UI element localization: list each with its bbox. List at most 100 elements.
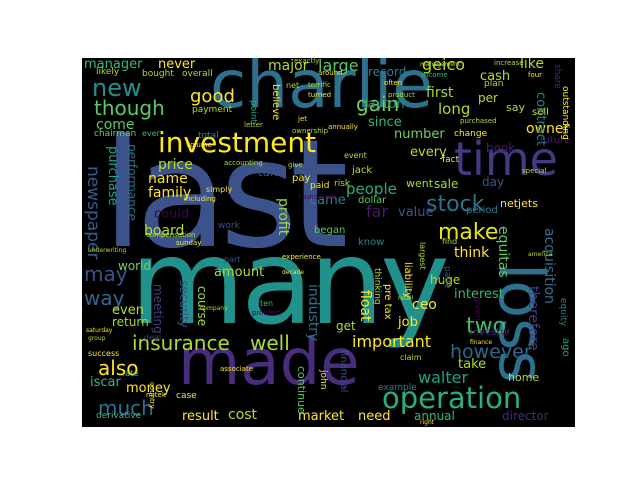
word-finance: finance <box>470 339 493 346</box>
word-layton: layton <box>364 97 405 112</box>
word-could: could <box>154 207 190 222</box>
word-period: period <box>466 205 498 216</box>
word-people: people <box>346 180 397 198</box>
word-equitas: equitas <box>495 226 511 278</box>
word-tax: tax <box>258 165 278 179</box>
word-give: give <box>288 161 303 169</box>
word-product: product <box>388 91 415 99</box>
word-profit: profit <box>275 198 291 236</box>
word-pay: pay <box>292 173 311 184</box>
word-annual: annual <box>414 409 455 423</box>
word-equity: equity <box>558 298 568 327</box>
word-ceo: ceo <box>412 297 437 313</box>
word-last: last <box>102 108 349 282</box>
word-given: given <box>472 296 482 321</box>
word-large: large <box>318 58 359 75</box>
word-huge: huge <box>430 273 461 287</box>
word-turned: turned <box>308 91 332 99</box>
word-market: market <box>298 409 345 424</box>
word-insurance: insurance <box>132 331 230 355</box>
word-course: course <box>195 286 209 327</box>
word-netjets: netjets <box>500 197 538 210</box>
word-charlie: charlie <box>210 58 433 123</box>
word-began: began <box>314 225 346 236</box>
word-country: country <box>148 382 156 409</box>
word-geico: geico <box>422 58 466 74</box>
word-make: make <box>438 220 499 245</box>
word-ownership: ownership <box>292 127 329 135</box>
word-may: may <box>84 262 128 286</box>
word-likely: likely <box>96 67 120 77</box>
word-number: number <box>394 127 445 142</box>
word-sell: sell <box>532 107 549 118</box>
word-mitek: mitek <box>146 391 166 399</box>
word-amount: amount <box>214 265 265 280</box>
word-take: take <box>458 357 487 372</box>
word-sale: sale <box>434 177 459 191</box>
word-company: company <box>200 305 228 312</box>
word-special: special <box>522 167 547 175</box>
word-accounting: accounting <box>224 159 263 167</box>
word-well: well <box>250 331 290 355</box>
word-deal: deal <box>144 333 162 342</box>
word-payment: payment <box>192 105 233 115</box>
word-cost: cost <box>228 407 258 423</box>
word-owner: owner <box>526 121 570 137</box>
word-float: float <box>357 290 373 322</box>
word-per: per <box>478 91 498 105</box>
word-however: however <box>450 341 532 363</box>
word-page: page <box>442 266 452 289</box>
word-management: management <box>420 61 461 68</box>
word-retail: retail <box>398 295 414 302</box>
word-change: change <box>454 129 488 139</box>
word-outstanding: outstanding <box>560 86 570 140</box>
word-newspaper: newspaper <box>83 166 103 260</box>
word-ever: ever <box>142 129 160 138</box>
word-come: come <box>96 117 135 133</box>
word-home: home <box>508 371 540 384</box>
word-though: though <box>94 96 165 120</box>
word-often: often <box>384 79 403 87</box>
word-jet: jet <box>298 115 307 123</box>
word-stock: stock <box>426 192 485 217</box>
word-board: board <box>144 223 185 239</box>
word-plan: plan <box>484 79 504 89</box>
word-never: never <box>158 58 196 72</box>
word-job: job <box>398 315 418 330</box>
word-result: result <box>182 409 219 424</box>
word-share: share <box>552 64 562 89</box>
word-investment: investment <box>158 126 317 159</box>
word-john: john <box>318 370 328 390</box>
word-work: work <box>218 221 240 231</box>
word-name: name <box>148 171 188 187</box>
word-good: good <box>190 86 235 107</box>
word-success: success <box>88 349 120 358</box>
word-four: four <box>528 71 543 79</box>
word-iscar: iscar <box>90 375 121 390</box>
word-book: book <box>486 141 516 155</box>
word-security: security <box>177 280 191 328</box>
word-say: say <box>506 101 525 114</box>
word-part: part <box>224 255 241 264</box>
word-acquisition: acquisition <box>541 228 557 304</box>
word-terrific: terrific <box>308 81 331 89</box>
word-event: event <box>344 151 367 160</box>
word-need: need <box>358 409 391 424</box>
word-chairman: chairman <box>94 129 137 139</box>
word-find: find <box>442 237 458 246</box>
word-came: came <box>310 193 346 208</box>
word-liability: liability <box>402 262 413 299</box>
word-like: like <box>520 58 545 72</box>
word-price: price <box>158 157 193 173</box>
word-saturday: saturday <box>86 327 113 334</box>
word-underwriting: underwriting <box>88 247 127 254</box>
word-sunday: sunday <box>176 239 202 247</box>
word-foundation: foundation <box>298 193 336 201</box>
word-net: net <box>286 81 300 90</box>
word-since: since <box>368 115 402 130</box>
word-also: also <box>98 356 139 380</box>
word-letter: letter <box>244 121 263 129</box>
word-point: point <box>248 100 258 123</box>
word-income: income <box>422 71 448 79</box>
word-record: record <box>368 65 407 79</box>
